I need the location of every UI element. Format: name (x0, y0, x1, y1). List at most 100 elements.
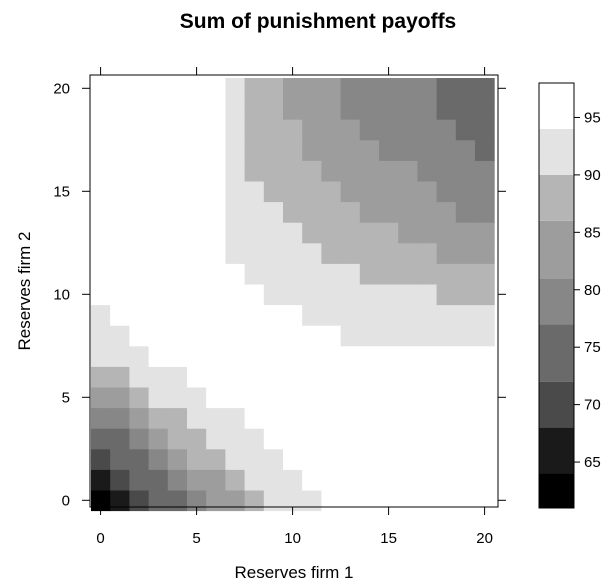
heatmap-cell (129, 202, 149, 223)
heatmap-cell (149, 263, 169, 284)
heatmap-cell (475, 78, 495, 99)
heatmap-cell (225, 284, 245, 305)
heatmap-cell (129, 428, 149, 449)
heatmap-cell (206, 119, 226, 140)
heatmap-cell (264, 490, 284, 511)
heatmap-cell (187, 305, 207, 326)
heatmap-cell (149, 78, 169, 99)
heatmap-cell (398, 449, 418, 470)
heatmap-cell (91, 408, 111, 429)
heatmap-cell (437, 181, 457, 202)
heatmap-cell (149, 202, 169, 223)
heatmap-cell (264, 160, 284, 181)
heatmap-cell (110, 160, 130, 181)
heatmap-cell (129, 449, 149, 470)
heatmap-cell (398, 99, 418, 120)
heatmap-cell (475, 243, 495, 264)
heatmap-cell (129, 181, 149, 202)
heatmap-cell (264, 119, 284, 140)
heatmap-cell (456, 469, 476, 490)
heatmap-cell (149, 222, 169, 243)
heatmap-cell (341, 119, 361, 140)
heatmap-cell (321, 449, 341, 470)
heatmap-cell (206, 408, 226, 429)
heatmap-cell (168, 449, 188, 470)
heatmap-cell (475, 99, 495, 120)
heatmap-cell (91, 284, 111, 305)
heatmap-cell (129, 346, 149, 367)
heatmap-cell (245, 222, 265, 243)
heatmap-cell (475, 119, 495, 140)
heatmap-cell (302, 469, 322, 490)
heatmap-cell (187, 428, 207, 449)
heatmap-cell (379, 78, 399, 99)
heatmap-cell (264, 99, 284, 120)
heatmap-cell (360, 263, 380, 284)
heatmap-cell (398, 78, 418, 99)
heatmap-cell (398, 469, 418, 490)
heatmap-cell (245, 325, 265, 346)
heatmap-cell (168, 202, 188, 223)
heatmap-cell (321, 78, 341, 99)
y-tick-label: 5 (62, 389, 70, 406)
heatmap-cell (264, 449, 284, 470)
heatmap-cell (341, 387, 361, 408)
heatmap-cell (302, 99, 322, 120)
heatmap-cell (456, 325, 476, 346)
heatmap-cell (206, 222, 226, 243)
heatmap-cell (321, 387, 341, 408)
heatmap-cell (437, 408, 457, 429)
heatmap-cell (417, 160, 437, 181)
heatmap-cell (206, 160, 226, 181)
x-tick-label: 10 (284, 530, 301, 547)
heatmap-cell (225, 305, 245, 326)
heatmap-cell (437, 366, 457, 387)
heatmap-cell (129, 387, 149, 408)
heatmap-cell (475, 428, 495, 449)
heatmap-cell (206, 325, 226, 346)
heatmap-cell (360, 222, 380, 243)
heatmap-cell (417, 449, 437, 470)
heatmap-cell (206, 428, 226, 449)
colorbar-tick-label: 75 (584, 339, 601, 356)
heatmap-cell (379, 119, 399, 140)
heatmap-cell (341, 181, 361, 202)
heatmap-cell (168, 263, 188, 284)
colorbar-segment (539, 324, 574, 381)
heatmap-cell (168, 408, 188, 429)
heatmap-cell (110, 263, 130, 284)
colorbar-tick-label: 70 (584, 397, 601, 414)
heatmap-cell (417, 99, 437, 120)
heatmap-cell (360, 408, 380, 429)
heatmap-cell (398, 160, 418, 181)
heatmap-cell (456, 284, 476, 305)
heatmap-cell (417, 325, 437, 346)
heatmap-cell (321, 99, 341, 120)
heatmap-cell (417, 243, 437, 264)
heatmap-cell (168, 140, 188, 161)
heatmap-cell (110, 202, 130, 223)
heatmap-cell (456, 181, 476, 202)
heatmap-cell (437, 99, 457, 120)
x-axis-label: Reserves firm 1 (234, 563, 353, 582)
heatmap-cell (187, 469, 207, 490)
heatmap-cell (110, 140, 130, 161)
heatmap-cell (302, 305, 322, 326)
heatmap-cell (379, 181, 399, 202)
colorbar-segment (539, 278, 574, 324)
heatmap-cell (283, 202, 303, 223)
colorbar-tick-label: 95 (584, 109, 601, 126)
heatmap-cell (321, 469, 341, 490)
heatmap-cell (149, 305, 169, 326)
heatmap-cell (225, 428, 245, 449)
heatmap-cell (283, 325, 303, 346)
heatmap-cell (437, 449, 457, 470)
heatmap-cell (341, 325, 361, 346)
heatmap-cell (283, 140, 303, 161)
heatmap-cell (321, 160, 341, 181)
heatmap-cell (398, 181, 418, 202)
heatmap-cell (417, 387, 437, 408)
heatmap-cell (245, 140, 265, 161)
heatmap-cell (168, 305, 188, 326)
x-tick-label: 20 (476, 530, 493, 547)
